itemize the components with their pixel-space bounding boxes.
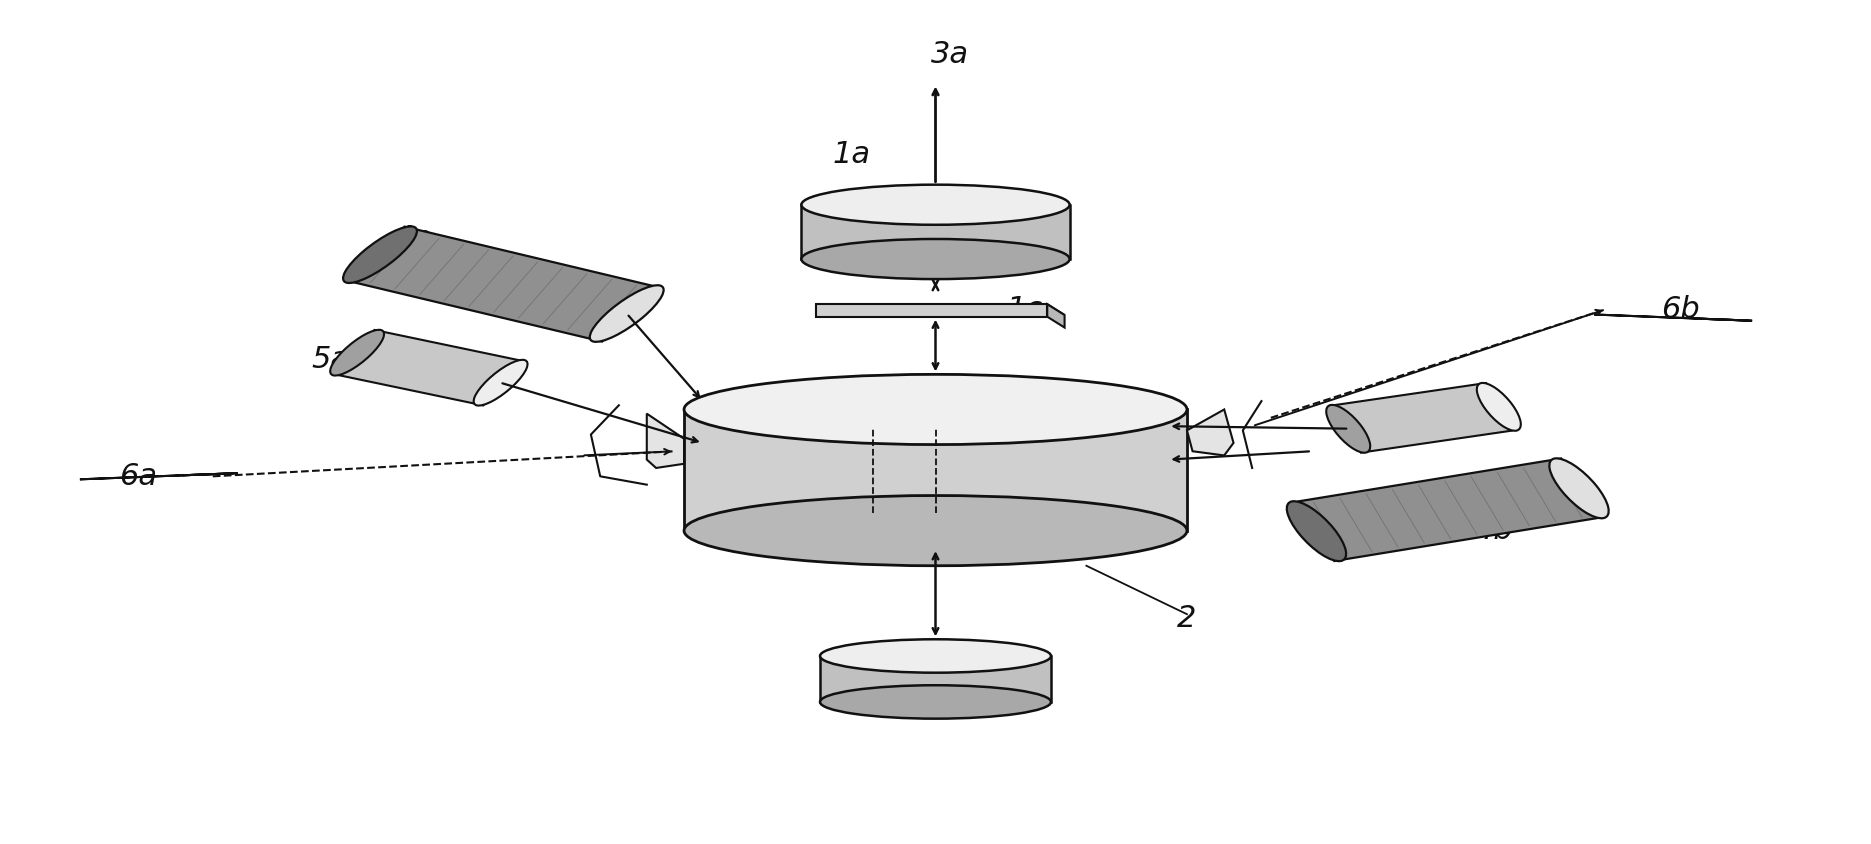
Text: 1a: 1a xyxy=(833,140,870,169)
Polygon shape xyxy=(341,330,518,405)
Ellipse shape xyxy=(801,185,1070,225)
Text: 5b: 5b xyxy=(1465,391,1504,419)
Polygon shape xyxy=(1048,304,1065,327)
Ellipse shape xyxy=(329,330,384,376)
Ellipse shape xyxy=(819,639,1052,673)
Text: 2: 2 xyxy=(1177,603,1197,633)
Ellipse shape xyxy=(801,239,1070,279)
Polygon shape xyxy=(355,227,651,342)
Polygon shape xyxy=(1697,318,1751,321)
Polygon shape xyxy=(816,304,1065,315)
Ellipse shape xyxy=(685,375,1186,445)
Polygon shape xyxy=(1186,409,1233,456)
Polygon shape xyxy=(181,473,238,475)
Text: 3a: 3a xyxy=(932,40,969,69)
Polygon shape xyxy=(647,414,685,468)
Polygon shape xyxy=(819,656,1052,702)
Text: 4b: 4b xyxy=(1474,517,1514,545)
Text: 5a: 5a xyxy=(311,345,350,374)
Polygon shape xyxy=(685,409,1186,531)
Ellipse shape xyxy=(1287,501,1345,561)
Text: 4a: 4a xyxy=(395,224,432,252)
Ellipse shape xyxy=(342,226,417,283)
Text: 1c: 1c xyxy=(1007,295,1042,324)
Ellipse shape xyxy=(473,360,528,406)
Polygon shape xyxy=(1298,458,1596,561)
Ellipse shape xyxy=(1327,405,1370,452)
Polygon shape xyxy=(1336,383,1512,452)
Ellipse shape xyxy=(589,285,664,342)
Text: 1b: 1b xyxy=(833,684,872,712)
Text: 6b: 6b xyxy=(1661,295,1701,324)
Text: 6a: 6a xyxy=(120,462,157,491)
Ellipse shape xyxy=(819,685,1052,718)
Polygon shape xyxy=(1594,315,1748,321)
Ellipse shape xyxy=(685,495,1186,565)
Ellipse shape xyxy=(1476,383,1521,430)
Ellipse shape xyxy=(1549,458,1609,518)
Polygon shape xyxy=(816,304,1048,316)
Polygon shape xyxy=(801,205,1070,259)
Polygon shape xyxy=(80,473,234,479)
